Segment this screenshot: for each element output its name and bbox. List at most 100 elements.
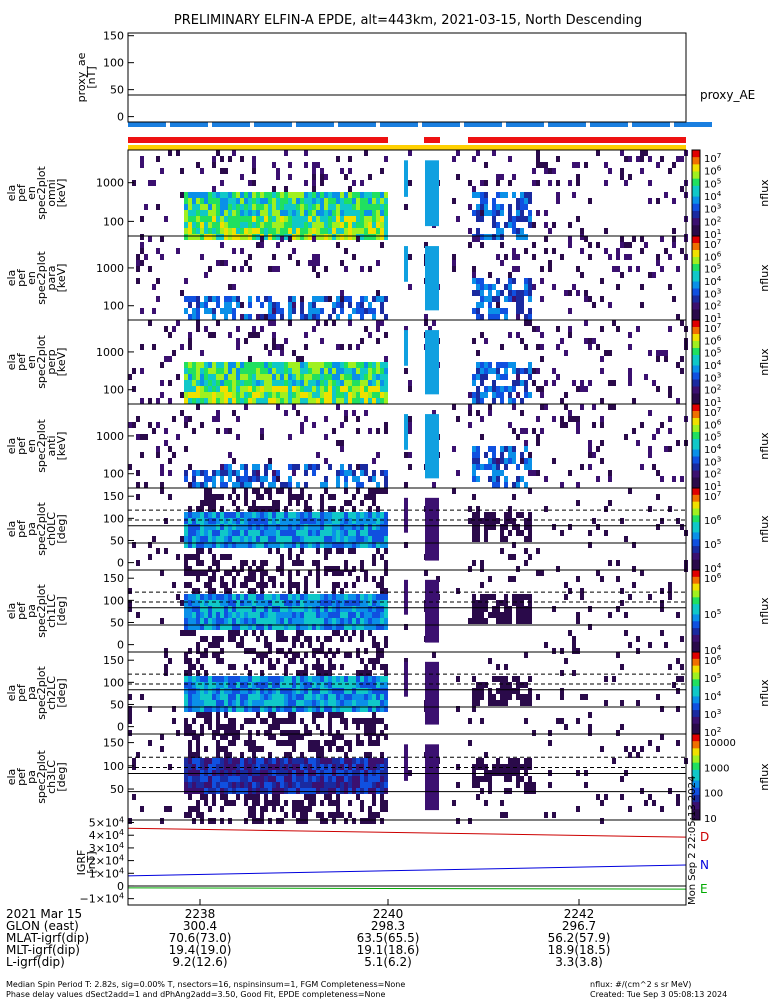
spectrogram-cell: [292, 234, 296, 240]
spectrogram-cell: [384, 482, 388, 488]
spectrogram-cell: [516, 332, 520, 338]
spectrogram-cell: [320, 374, 324, 380]
spectrogram-cell: [556, 718, 560, 724]
spectrogram-cell: [308, 788, 312, 794]
spectrogram-cell: [348, 788, 352, 794]
spectrogram-cell: [244, 630, 248, 636]
spectrogram-cell: [380, 234, 384, 240]
colorbar-label: nflux: [758, 763, 771, 791]
spectrogram-cell: [380, 470, 384, 476]
spectrogram-cell: [348, 500, 352, 506]
spectrogram-cell: [340, 422, 344, 428]
spectrogram-cell: [372, 594, 376, 600]
spectrogram-cell: [260, 512, 264, 518]
spectrogram-cell: [160, 482, 164, 488]
spectrogram-cell: [244, 618, 248, 624]
spectrogram-cell: [332, 198, 336, 204]
spectrogram-cell: [184, 730, 188, 736]
spectrogram-cell: [220, 676, 224, 682]
spectrogram-cell: [232, 788, 236, 794]
spectrogram-cell: [380, 648, 384, 654]
spectrogram-cell: [308, 374, 312, 380]
spectrogram-cell: [304, 314, 308, 320]
spectrogram-cell: [308, 776, 312, 782]
spectrogram-cell: [292, 302, 296, 308]
spectrogram-cell: [324, 518, 328, 524]
spectrogram-cell: [380, 664, 384, 670]
spectrogram-cell: [264, 380, 268, 386]
spectrogram-cell: [256, 582, 260, 588]
spectrogram-cell: [376, 290, 380, 296]
spectrogram-cell: [228, 752, 232, 758]
spectrogram-cell: [232, 248, 236, 254]
spectrogram-cell: [356, 204, 360, 210]
spectrogram-cell: [364, 594, 368, 600]
spectrogram-cell: [260, 314, 264, 320]
spectrogram-cell: [364, 362, 368, 368]
spectrogram-cell: [224, 554, 228, 560]
colorbar-step: [692, 432, 700, 436]
spectrogram-cell: [192, 764, 196, 770]
spectrogram-cell: [324, 536, 328, 542]
spectrogram-cell: [380, 676, 384, 682]
spectrogram-cell: [244, 368, 248, 374]
colorbar-tick: 107: [704, 489, 721, 503]
spectrogram-cell: [132, 422, 136, 428]
spectrogram-cell: [672, 198, 676, 204]
colorbar-step: [692, 453, 700, 457]
spectrogram-cell: [272, 198, 276, 204]
spectrogram-cell: [204, 612, 208, 618]
spectrogram-cell: [512, 174, 516, 180]
spectrogram-cell: [248, 588, 252, 594]
spectrogram-cell: [328, 368, 332, 374]
colorbar-step: [692, 260, 700, 265]
spectrogram-cell: [140, 344, 144, 350]
spectrogram-cell: [324, 706, 328, 712]
spectrogram-cell: [320, 642, 324, 648]
spectrogram-cell: [360, 536, 364, 542]
spectrogram-cell: [524, 560, 528, 566]
spectrogram-cell: [680, 368, 684, 374]
spectrogram-cell: [208, 588, 212, 594]
spectrogram-cell: [296, 682, 300, 688]
spectrogram-cell: [528, 688, 532, 694]
spectrogram-cell: [252, 368, 256, 374]
spectrogram-cell: [428, 326, 432, 332]
spectrogram-cell: [368, 380, 372, 386]
spectrogram-cell: [356, 488, 360, 494]
spectrogram-cell: [680, 356, 684, 362]
spectrogram-cell: [288, 210, 292, 216]
spectrogram-cell: [472, 764, 476, 770]
spectrogram-cell: [676, 612, 680, 618]
spectrogram-cell: [552, 368, 556, 374]
spectrogram-cell: [524, 314, 528, 320]
spectrogram-cell: [308, 758, 312, 764]
ephemeris-row-label: MLT-igrf(dip): [6, 943, 80, 957]
spectrogram-cell: [648, 452, 652, 458]
spectrogram-cell: [336, 782, 340, 788]
spectrogram-cell: [212, 588, 216, 594]
spectrogram-cell: [260, 570, 264, 576]
spectrogram-cell: [372, 234, 376, 240]
spectrogram-cell: [332, 570, 336, 576]
spectrogram-cell: [192, 198, 196, 204]
spectrogram-cell: [368, 612, 372, 618]
spectrogram-cell: [192, 758, 196, 764]
spectrogram-cell: [300, 228, 304, 234]
spectrogram-cell: [632, 236, 636, 242]
spectrogram-cell: [180, 600, 184, 606]
spectrogram-cell: [220, 180, 224, 186]
spectrogram-cell: [316, 536, 320, 542]
spectrogram-cell: [480, 368, 484, 374]
spectrogram-cell: [384, 296, 388, 302]
spectrogram-cell: [160, 470, 164, 476]
spectrogram-cell: [516, 482, 520, 488]
spectrogram-cell: [356, 222, 360, 228]
spectrogram-cell: [352, 518, 356, 524]
spectrogram-cell: [252, 752, 256, 758]
spectrogram-cell: [672, 228, 676, 234]
spectrogram-cell: [280, 730, 284, 736]
spectrogram-cell: [296, 204, 300, 210]
spectrogram-cell: [204, 518, 208, 524]
spectrogram-cell: [296, 570, 300, 576]
